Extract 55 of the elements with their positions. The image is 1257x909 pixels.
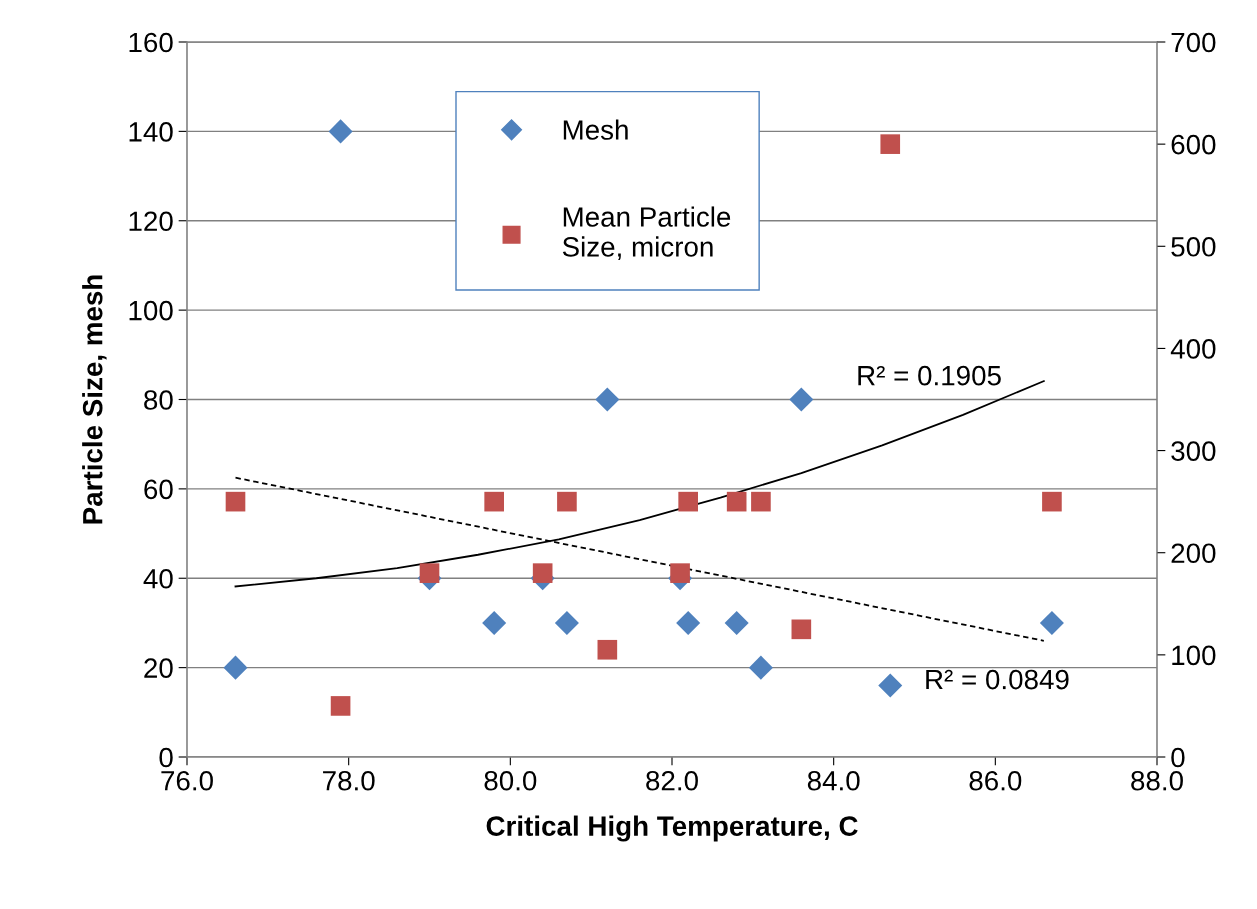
annotation: R² = 0.1905 — [858, 365, 1001, 386]
point — [597, 639, 618, 660]
y2-tick-label: 100 — [1172, 645, 1216, 666]
x-tick-label: 76.0 — [161, 770, 213, 791]
point — [670, 563, 690, 583]
y2-tick-label: 600 — [1171, 134, 1216, 155]
point — [880, 134, 901, 154]
point — [676, 610, 701, 635]
point — [532, 563, 553, 583]
x-tick-label: 80.0 — [484, 770, 537, 791]
point — [595, 387, 620, 412]
point — [789, 387, 814, 412]
y2-tick-label: 200 — [1171, 543, 1216, 564]
x-tick-label: 88.0 — [1131, 770, 1183, 791]
point — [748, 655, 773, 680]
y-tick-label: 100 — [129, 300, 173, 321]
point — [328, 119, 353, 144]
point — [557, 491, 577, 512]
x-tick-label: 78.0 — [323, 770, 375, 791]
point — [878, 673, 903, 698]
y-tick-label: 120 — [129, 211, 173, 232]
point — [330, 696, 351, 716]
point — [751, 491, 771, 512]
y2-tick-label: 300 — [1171, 441, 1216, 461]
y-tick-label: 20 — [144, 658, 173, 678]
x-tick-label: 82.0 — [646, 770, 698, 791]
y-tick-label: 80 — [144, 390, 173, 410]
point — [419, 563, 440, 583]
y-tick-label: 140 — [129, 122, 173, 142]
legend-label: Mesh — [563, 119, 628, 140]
legend-label: Mean Particle Size, micron — [562, 206, 731, 261]
point — [791, 619, 812, 640]
x-axis-title: Critical High Temperature, C — [486, 815, 858, 842]
point — [225, 491, 246, 512]
point — [484, 491, 504, 512]
x-tick-label: 86.0 — [969, 770, 1022, 791]
point — [678, 491, 698, 512]
y-tick-label: 60 — [144, 479, 173, 500]
point — [482, 610, 507, 635]
y-tick-label: 40 — [143, 568, 173, 589]
y2-tick-label: 500 — [1171, 236, 1216, 257]
y2-tick-label: 0 — [1171, 747, 1185, 768]
point — [724, 610, 749, 635]
point — [223, 655, 248, 680]
y-axis-title: Particle Size, mesh — [82, 275, 107, 524]
point — [1042, 491, 1062, 512]
y2-tick-label: 700 — [1171, 32, 1216, 53]
point — [554, 610, 579, 635]
point — [726, 491, 747, 512]
y-tick-label: 0 — [159, 747, 173, 768]
y2-tick-label: 400 — [1170, 339, 1216, 359]
x-tick-label: 84.0 — [807, 770, 860, 791]
point — [1039, 610, 1064, 635]
annotation: R² = 0.0849 — [926, 669, 1069, 690]
y-tick-label: 160 — [129, 32, 173, 53]
